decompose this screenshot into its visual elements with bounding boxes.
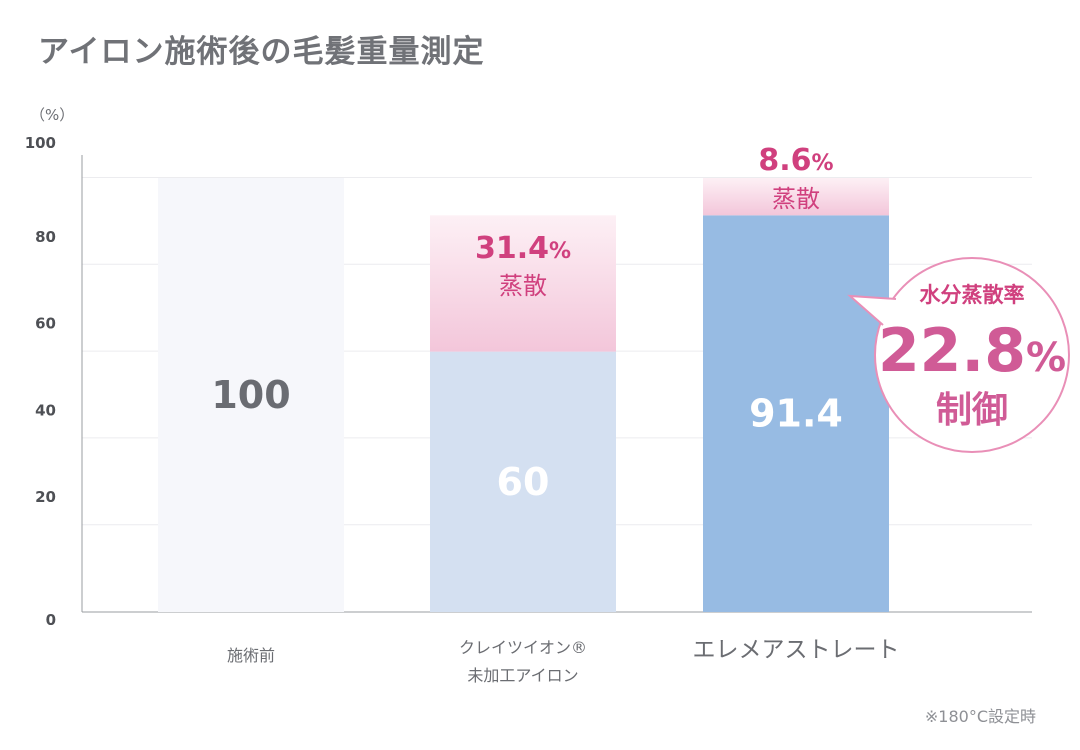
evaporation-word-2: 蒸散 <box>499 272 547 300</box>
bar-value-label-1: 100 <box>211 373 290 417</box>
callout-percent: % <box>1026 335 1066 381</box>
bar-evaporation-3 <box>703 178 889 216</box>
y-tick-label-20: 20 <box>35 488 56 506</box>
y-tick-label-60: 60 <box>35 315 56 333</box>
x-category-label-3-1: エレメアストレート <box>693 637 900 663</box>
x-category-label-1-1: 施術前 <box>227 646 275 665</box>
y-axis-ticks: 0 20 40 60 80 100 <box>25 134 56 629</box>
callout-tail <box>847 294 897 326</box>
y-tick-label-40: 40 <box>35 401 56 419</box>
evaporation-value-2: 31.4% <box>475 231 571 266</box>
evaporation-value-3: 8.6% <box>758 143 833 178</box>
y-tick-label-0: 0 <box>46 611 56 629</box>
y-tick-label-80: 80 <box>35 228 56 246</box>
chart-title: アイロン施術後の毛髪重量測定 <box>38 34 484 70</box>
x-category-label-2-2: 未加工アイロン <box>467 666 578 685</box>
callout-bubble: 水分蒸散率 22.8% 制御 <box>847 257 1070 453</box>
x-axis-categories: 施術前 クレイツイオン® 未加工アイロン エレメアストレート <box>227 637 900 685</box>
x-category-label-2-1: クレイツイオン® <box>459 638 587 657</box>
bar-remaining-1 <box>158 178 344 612</box>
y-axis-unit: （%） <box>30 106 74 124</box>
bar-remaining-3 <box>703 215 889 612</box>
callout-bottom-text: 制御 <box>936 390 1008 431</box>
y-tick-label-100: 100 <box>25 134 56 152</box>
callout-value-line: 22.8% <box>878 316 1066 386</box>
evaporation-word-3: 蒸散 <box>772 185 820 213</box>
bars <box>158 178 889 612</box>
footnote: ※180°C設定時 <box>925 707 1036 726</box>
callout-top-text: 水分蒸散率 <box>920 283 1025 307</box>
callout-circle <box>874 257 1070 453</box>
bar-labels: 100 60 31.4% 蒸散 91.4 8.6% 蒸散 <box>211 143 843 504</box>
bar-value-label-3: 91.4 <box>749 392 843 436</box>
bar-remaining-2 <box>430 351 616 612</box>
callout-value: 22.8 <box>878 316 1026 386</box>
bar-value-label-2: 60 <box>497 460 550 504</box>
bar-evaporation-2 <box>430 215 616 352</box>
